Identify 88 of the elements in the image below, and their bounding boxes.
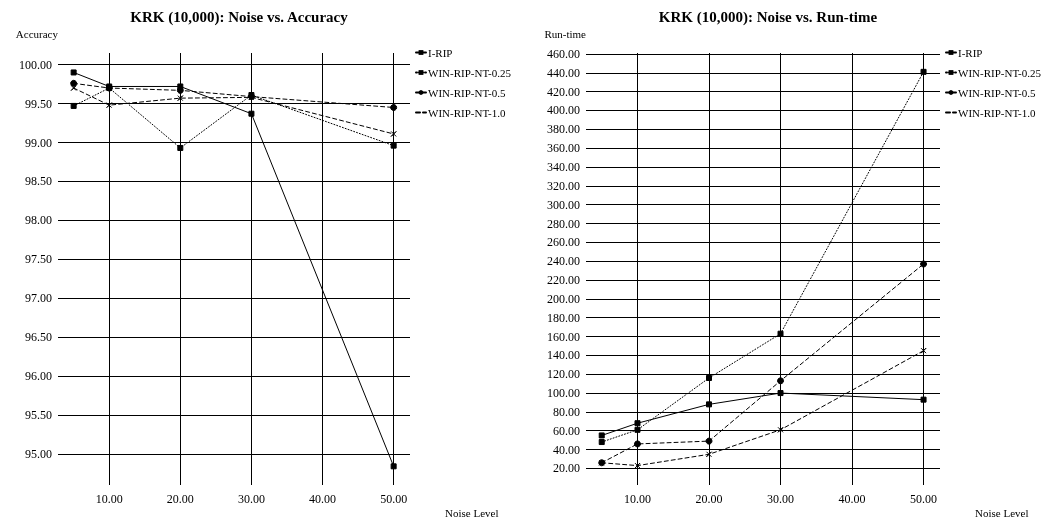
point	[777, 330, 784, 337]
y-tick-label: 200.00	[547, 291, 580, 306]
y-tick-label: 160.00	[547, 329, 580, 344]
point	[920, 347, 927, 354]
point	[177, 95, 184, 102]
y-tick-label: 260.00	[547, 235, 580, 250]
y-tick-label: 97.50	[25, 252, 52, 267]
y-tick-label: 99.50	[25, 96, 52, 111]
y-tick-label: 120.00	[547, 367, 580, 382]
point	[70, 79, 78, 87]
y-tick-label: 440.00	[547, 65, 580, 80]
legend-label: WIN-RIP-NT-0.5	[428, 86, 506, 99]
y-tick-label: 20.00	[553, 461, 580, 476]
y-tick-label: 95.50	[25, 407, 52, 422]
y-tick-label: 240.00	[547, 254, 580, 269]
y-tick-label: 100.00	[19, 57, 52, 72]
point	[777, 377, 785, 385]
y-axis-title: Run-time	[544, 27, 587, 40]
point	[390, 142, 397, 149]
x-tick-label: 30.00	[237, 492, 265, 506]
point	[390, 463, 397, 470]
point	[70, 69, 77, 76]
legend-label: I-RIP	[428, 46, 453, 59]
y-tick-label: 99.00	[25, 135, 52, 150]
point	[706, 401, 713, 408]
point	[390, 103, 398, 111]
y-tick-label: 95.00	[25, 446, 52, 461]
y-tick-label: 96.00	[25, 369, 52, 384]
x-tick-label: 30.00	[767, 492, 795, 506]
y-tick-label: 340.00	[547, 159, 580, 174]
y-tick-label: 320.00	[547, 178, 580, 193]
y-tick-label: 97.00	[25, 291, 52, 306]
point	[634, 420, 641, 427]
y-tick-label: 280.00	[547, 216, 580, 231]
x-tick-label: 50.00	[910, 492, 938, 506]
legend-label: WIN-RIP-NT-0.5	[958, 86, 1036, 99]
x-axis-title: Noise Level	[975, 506, 1029, 518]
x-tick-label: 10.00	[95, 492, 123, 506]
point	[634, 440, 641, 448]
point	[634, 426, 641, 433]
y-tick-label: 40.00	[553, 442, 580, 457]
x-tick-label: 20.00	[166, 492, 194, 506]
point	[177, 144, 184, 151]
point	[706, 374, 713, 381]
x-tick-label: 40.00	[309, 492, 337, 506]
y-tick-label: 300.00	[547, 197, 580, 212]
point	[634, 462, 641, 469]
x-tick-label: 50.00	[380, 492, 408, 506]
x-tick-label: 20.00	[695, 492, 723, 506]
point	[70, 102, 77, 109]
point	[777, 426, 784, 433]
point	[390, 130, 397, 137]
chart-title: KRK (10,000): Noise vs. Accuracy	[130, 8, 349, 26]
y-tick-label: 98.00	[25, 213, 52, 228]
y-tick-label: 100.00	[547, 386, 580, 401]
point	[920, 260, 928, 268]
y-tick-label: 460.00	[547, 46, 580, 61]
point	[920, 396, 927, 403]
legend-label: WIN-RIP-NT-1.0	[958, 106, 1036, 119]
y-tick-label: 80.00	[553, 404, 580, 419]
point	[706, 451, 713, 458]
y-tick-label: 420.00	[547, 84, 580, 99]
y-tick-label: 220.00	[547, 273, 580, 288]
legend-label: WIN-RIP-NT-0.25	[958, 66, 1042, 79]
y-tick-label: 140.00	[547, 348, 580, 363]
point	[920, 68, 927, 75]
y-tick-label: 98.50	[25, 174, 52, 189]
y-tick-label: 380.00	[547, 122, 580, 137]
point	[777, 390, 784, 397]
y-tick-label: 400.00	[547, 103, 580, 118]
point	[598, 432, 605, 439]
legend-label: WIN-RIP-NT-0.25	[428, 66, 512, 79]
legend-label: I-RIP	[958, 46, 983, 59]
y-tick-label: 180.00	[547, 310, 580, 325]
y-tick-label: 96.50	[25, 330, 52, 345]
y-tick-label: 360.00	[547, 141, 580, 156]
point	[248, 110, 255, 117]
point	[598, 439, 605, 446]
x-tick-label: 40.00	[838, 492, 866, 506]
point	[70, 85, 77, 92]
x-axis-title: Noise Level	[445, 506, 499, 518]
legend-label: WIN-RIP-NT-1.0	[428, 106, 506, 119]
point	[705, 437, 713, 445]
chart-title: KRK (10,000): Noise vs. Run-time	[658, 8, 878, 26]
x-tick-label: 10.00	[623, 492, 651, 506]
point	[106, 102, 113, 109]
y-axis-title: Accuracy	[15, 27, 59, 40]
y-tick-label: 60.00	[553, 423, 580, 438]
